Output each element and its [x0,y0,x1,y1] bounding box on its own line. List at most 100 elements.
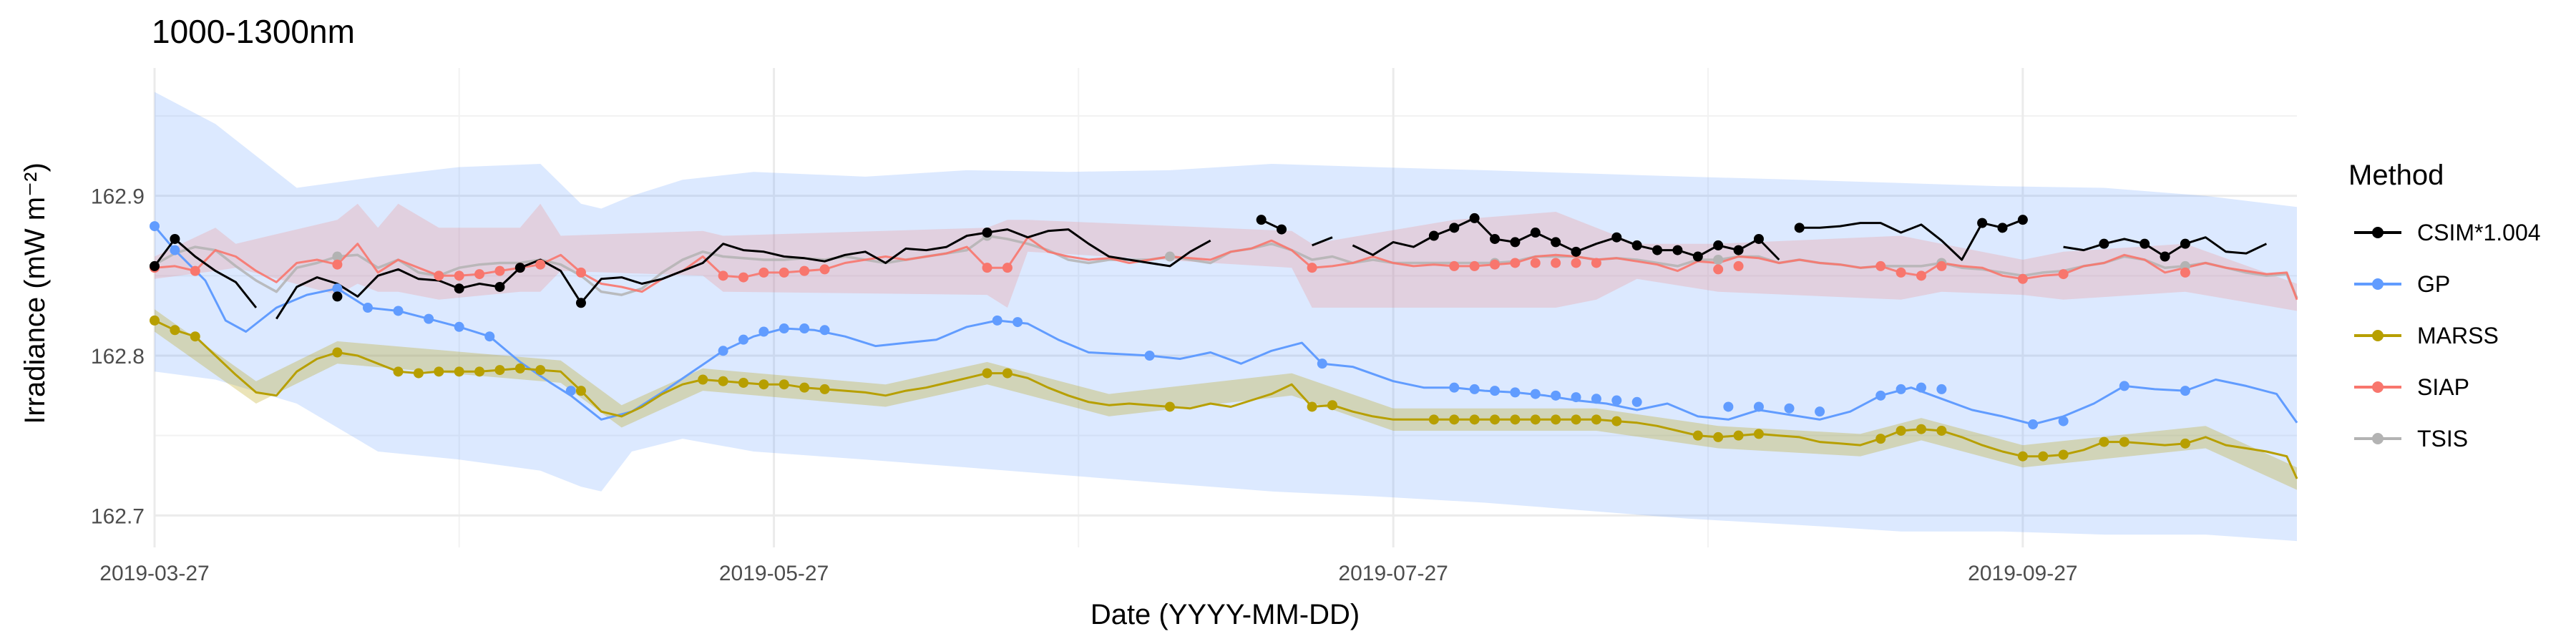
point-siap [190,265,200,276]
uncertainty-bands [155,92,2297,542]
point-gp [1784,403,1795,414]
point-marss [1307,401,1317,412]
point-marss [738,377,748,388]
point-gp [565,386,576,396]
point-gp [1317,358,1327,369]
point-siap [2180,267,2190,278]
point-csim-1-004 [1490,233,1501,244]
point-marss [1449,414,1460,425]
point-gp [992,315,1002,326]
point-marss [514,363,525,374]
point-gp [1936,384,1947,394]
x-axis-title: Date (YYYY-MM-DD) [1091,599,1360,630]
point-marss [1164,401,1175,412]
point-gp [2180,386,2190,396]
point-marss [150,315,160,326]
point-csim-1-004 [1449,223,1460,233]
point-marss [819,384,830,394]
point-gp [1510,387,1521,398]
point-marss [2119,436,2129,447]
point-siap [1510,258,1521,268]
x-tick-label: 2019-09-27 [1968,562,2077,585]
point-marss [2180,438,2190,449]
y-tick-label: 162.7 [91,504,145,528]
point-csim-1-004 [1510,237,1521,248]
point-marss [170,325,180,336]
point-siap [2058,269,2069,280]
point-csim-1-004 [1672,245,1683,255]
series-lines [153,217,2298,479]
point-tsis [1164,251,1175,262]
point-gp [2028,419,2039,430]
point-marss [535,365,546,376]
x-tick-label: 2019-05-27 [719,562,829,585]
point-gp [1753,401,1764,412]
legend-label: CSIM*1.004 [2417,220,2541,245]
band-siap [155,203,2297,311]
point-csim-1-004 [1733,245,1744,255]
point-csim-1-004 [2180,238,2190,249]
point-marss [1530,414,1541,425]
point-marss [454,366,464,377]
point-csim-1-004 [1794,223,1805,233]
point-siap [819,264,830,275]
point-siap [738,272,748,283]
point-gp [799,323,810,334]
point-marss [575,386,586,396]
point-siap [1591,258,1601,268]
point-csim-1-004 [1753,233,1764,244]
line-csim-1-004 [1312,236,1333,247]
point-gp [332,283,343,294]
legend-label: TSIS [2417,426,2468,452]
point-gp [1723,401,1734,412]
point-gp [393,306,404,316]
point-gp [1469,384,1480,394]
point-siap [1571,258,1581,268]
point-csim-1-004 [1530,228,1541,238]
point-marss [1875,434,1886,444]
point-marss [1327,400,1337,411]
point-marss [1611,416,1622,426]
point-csim-1-004 [575,298,586,308]
point-csim-1-004 [1631,240,1642,250]
point-marss [1591,414,1601,425]
point-marss [1428,414,1439,425]
line-marss [154,319,2298,479]
point-gp [758,326,769,337]
point-siap [535,259,546,270]
x-tick-label: 2019-07-27 [1338,562,1448,585]
band-gp [155,92,2297,542]
point-gp [1571,392,1581,403]
point-gp [738,334,748,345]
legend-key-point [2372,381,2384,393]
point-csim-1-004 [454,283,464,294]
point-gp [718,346,728,356]
point-marss [2038,451,2049,462]
point-marss [982,368,992,379]
point-siap [758,267,769,278]
point-siap [454,270,464,281]
point-csim-1-004 [1611,232,1622,243]
point-marss [1896,425,1906,436]
point-gp [424,313,434,324]
point-marss [2099,436,2109,447]
point-siap [434,270,444,281]
point-gp [1490,386,1501,396]
point-marss [1510,414,1521,425]
point-csim-1-004 [1652,245,1663,255]
point-marss [332,347,343,358]
point-csim-1-004 [150,260,160,271]
point-tsis [1713,255,1724,265]
point-marss [758,379,769,390]
point-csim-1-004 [332,291,343,302]
point-csim-1-004 [2099,238,2109,249]
point-csim-1-004 [1256,215,1267,225]
point-gp [1144,351,1155,361]
legend-key-point [2372,330,2384,341]
point-tsis [332,251,343,262]
point-csim-1-004 [982,228,992,238]
point-gp [1530,389,1541,399]
legend-key-point [2372,278,2384,290]
x-axis-ticks: 2019-03-27 2019-05-27 2019-07-27 2019-09-27 [99,562,2077,585]
